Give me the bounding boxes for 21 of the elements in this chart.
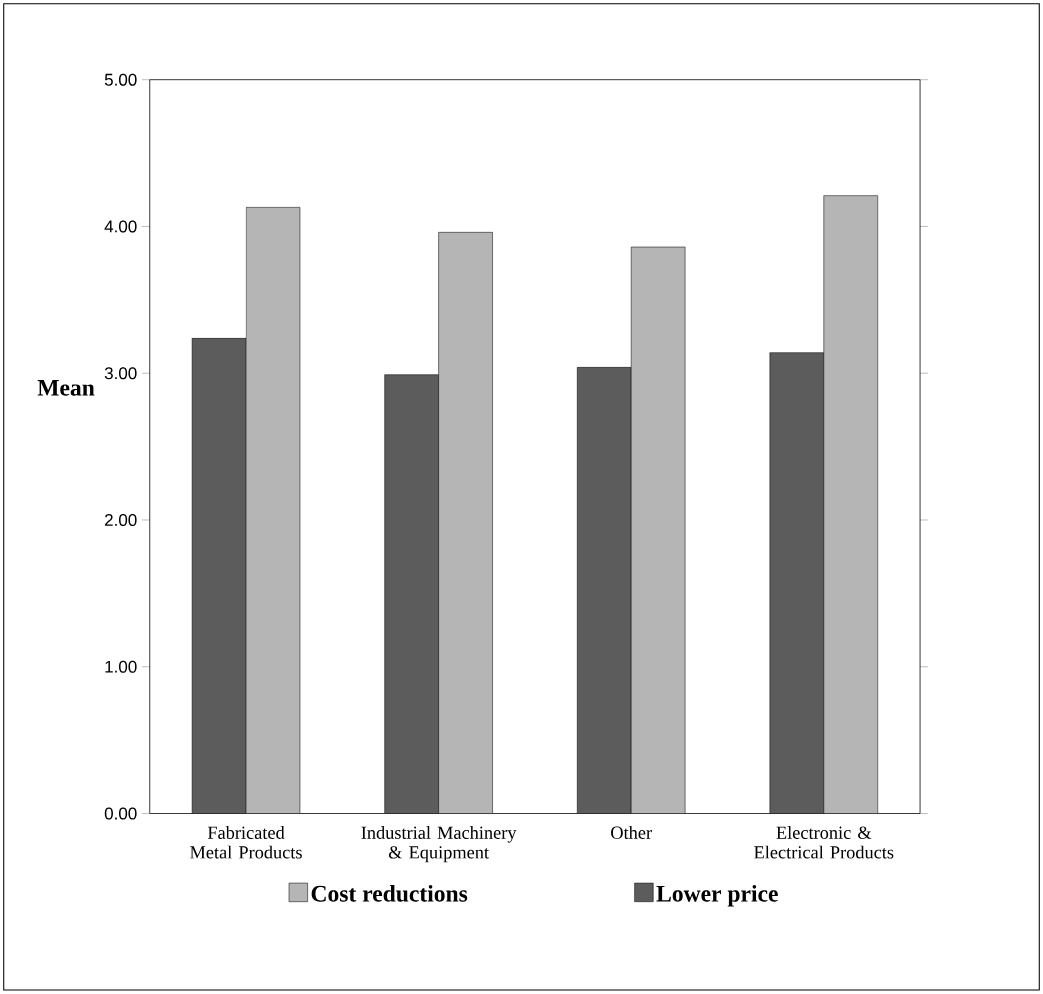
y-tick-label: 4.00 bbox=[104, 220, 137, 233]
bar bbox=[577, 367, 632, 814]
legend-label: Cost reductions bbox=[311, 885, 468, 902]
y-tick-label: 5.00 bbox=[104, 73, 137, 86]
x-tick-label: Fabricated Metal Products bbox=[190, 826, 302, 859]
y-tick-label: 0.00 bbox=[104, 807, 137, 820]
bar bbox=[630, 246, 686, 814]
y-tick-label: 3.00 bbox=[104, 367, 137, 380]
y-tick-label: 1.00 bbox=[105, 660, 137, 673]
bar bbox=[245, 207, 301, 814]
x-tick-label: Electronic & Electrical Products bbox=[754, 826, 894, 859]
bar bbox=[438, 232, 493, 814]
bar bbox=[823, 195, 878, 814]
bar bbox=[191, 337, 247, 814]
legend-label: Lower price bbox=[656, 885, 778, 907]
bar bbox=[769, 352, 825, 814]
bar bbox=[384, 374, 439, 814]
y-axis-title: Mean bbox=[37, 380, 95, 396]
x-tick-label: Other bbox=[611, 826, 652, 839]
y-tick-label: 2.00 bbox=[105, 514, 137, 527]
x-tick-label: Industrial Machinery & Equipment bbox=[361, 826, 517, 863]
